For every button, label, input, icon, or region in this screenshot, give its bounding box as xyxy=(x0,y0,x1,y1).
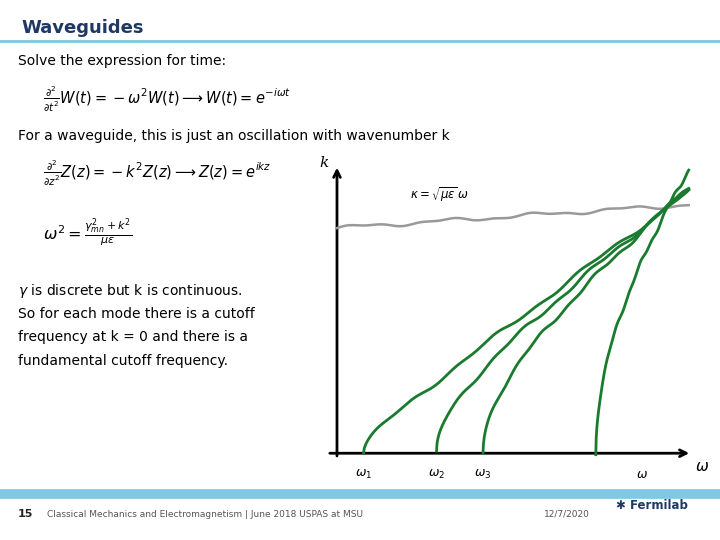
Text: $\omega$: $\omega$ xyxy=(636,468,648,481)
Text: $\omega_2$: $\omega_2$ xyxy=(428,468,445,482)
Text: 12/7/2020: 12/7/2020 xyxy=(544,510,590,518)
Text: Solve the expression for time:: Solve the expression for time: xyxy=(18,54,226,68)
Text: $\frac{\partial^2}{\partial t^2}W(t) = -\omega^2 W(t) \longrightarrow W(t) = e^{: $\frac{\partial^2}{\partial t^2}W(t) = -… xyxy=(43,85,292,114)
Text: For a waveguide, this is just an oscillation with wavenumber k: For a waveguide, this is just an oscilla… xyxy=(18,129,450,143)
Text: 15: 15 xyxy=(18,509,33,519)
Text: frequency at k = 0 and there is a: frequency at k = 0 and there is a xyxy=(18,330,248,345)
Text: $\kappa=\sqrt{\mu\varepsilon}\,\omega$: $\kappa=\sqrt{\mu\varepsilon}\,\omega$ xyxy=(410,186,469,205)
Text: So for each mode there is a cutoff: So for each mode there is a cutoff xyxy=(18,307,255,321)
Text: $\gamma$ is discrete but k is continuous.: $\gamma$ is discrete but k is continuous… xyxy=(18,282,243,300)
Text: $\frac{\partial^2}{\partial z^2}Z(z) = -k^2 Z(z) \longrightarrow Z(z) = e^{ikz}$: $\frac{\partial^2}{\partial z^2}Z(z) = -… xyxy=(43,159,271,188)
Text: ✱ Fermilab: ✱ Fermilab xyxy=(616,500,688,512)
Text: $\omega_1$: $\omega_1$ xyxy=(355,468,372,482)
Text: k: k xyxy=(319,157,328,170)
Text: fundamental cutoff frequency.: fundamental cutoff frequency. xyxy=(18,354,228,368)
Text: $\omega^2 = \frac{\gamma_{mn}^2 + k^2}{\mu\epsilon}$: $\omega^2 = \frac{\gamma_{mn}^2 + k^2}{\… xyxy=(43,216,132,249)
Text: Classical Mechanics and Electromagnetism | June 2018 USPAS at MSU: Classical Mechanics and Electromagnetism… xyxy=(47,510,363,518)
Text: Waveguides: Waveguides xyxy=(22,19,144,37)
Text: $\omega$: $\omega$ xyxy=(696,460,709,475)
Text: $\omega_3$: $\omega_3$ xyxy=(474,468,492,482)
